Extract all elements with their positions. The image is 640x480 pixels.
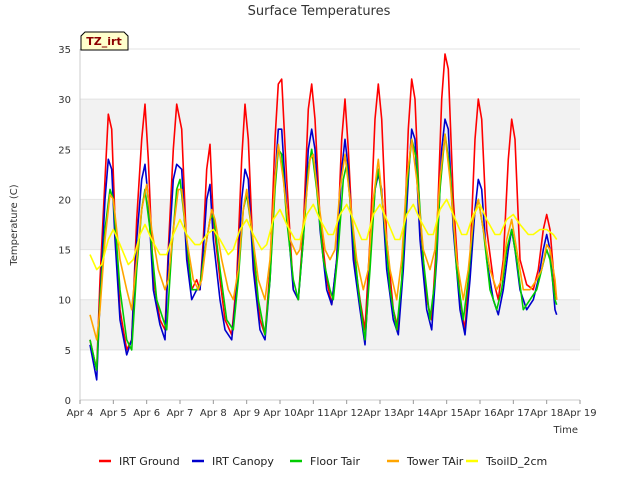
- y-tick-label: 35: [58, 45, 71, 56]
- y-tick-label: 30: [58, 95, 71, 106]
- x-tick-label: Apr 4: [67, 408, 94, 419]
- x-tick-label: Apr 8: [200, 408, 227, 419]
- x-tick-label: Apr 6: [133, 408, 160, 419]
- legend: IRT Ground IRT Canopy Floor Tair Tower TAir…: [99, 455, 547, 468]
- y-tick-label: 5: [65, 346, 71, 357]
- legend-item: Tower TAir: [387, 455, 464, 468]
- x-tick-label: Apr 10: [263, 408, 296, 419]
- x-tick-label: Apr 9: [233, 408, 260, 419]
- legend-label: Tower TAir: [406, 455, 464, 468]
- y-tick-label: 0: [65, 396, 71, 407]
- x-tick-labels: Apr 4 Apr 5 Apr 6 Apr 7 Apr 8 Apr 9 Apr 10 Apr …: [67, 400, 597, 419]
- grid-band: [80, 99, 580, 150]
- y-axis-label: Temperature (C): [9, 184, 20, 266]
- y-tick-label: 10: [58, 296, 71, 307]
- x-tick-label: Apr 17: [497, 408, 530, 419]
- legend-item: IRT Canopy: [192, 455, 274, 468]
- legend-item: Floor Tair: [290, 455, 361, 468]
- grid-band: [80, 199, 580, 250]
- x-tick-label: Apr 19: [563, 408, 596, 419]
- legend-label: Floor Tair: [310, 455, 361, 468]
- series-layer: [89, 53, 558, 381]
- y-tick-label: 20: [58, 195, 71, 206]
- x-axis-label: Time: [553, 425, 578, 436]
- y-tick-label: 15: [58, 246, 71, 257]
- site-badge-label: TZ_irt: [86, 35, 121, 48]
- series-line-tsoild-2cm: [89, 198, 558, 271]
- grid-band: [80, 299, 580, 350]
- x-tick-label: Apr 15: [430, 408, 463, 419]
- x-tick-label: Apr 14: [397, 408, 430, 419]
- legend-item: TsoilD_2cm: [466, 455, 547, 468]
- legend-label: IRT Canopy: [212, 455, 274, 468]
- x-tick-label: Apr 12: [330, 408, 363, 419]
- y-tick-label: 25: [58, 145, 71, 156]
- x-tick-label: Apr 11: [297, 408, 330, 419]
- x-tick-label: Apr 18: [530, 408, 563, 419]
- x-tick-label: Apr 7: [167, 408, 194, 419]
- x-tick-label: Apr 5: [100, 408, 127, 419]
- x-tick-label: Apr 13: [363, 408, 396, 419]
- legend-label: IRT Ground: [119, 455, 180, 468]
- legend-item: IRT Ground: [99, 455, 180, 468]
- x-tick-label: Apr 16: [463, 408, 496, 419]
- site-badge: TZ_irt: [80, 31, 129, 51]
- legend-label: TsoilD_2cm: [485, 455, 547, 468]
- chart-title: Surface Temperatures: [248, 4, 391, 19]
- y-tick-labels: 0 5 10 15 20 25 30 35: [58, 45, 71, 407]
